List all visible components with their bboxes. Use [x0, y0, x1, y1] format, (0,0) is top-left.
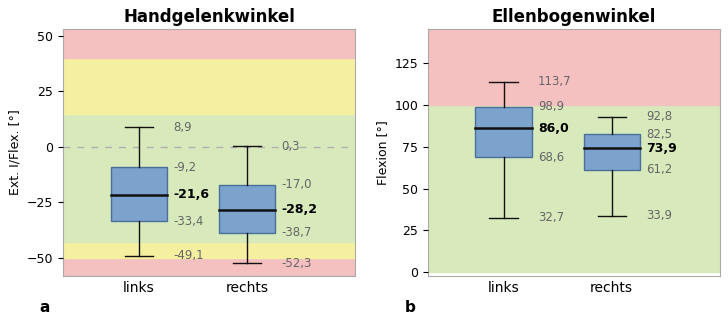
Text: 113,7: 113,7: [538, 75, 571, 88]
Bar: [63, 114, 355, 242]
Bar: [63, 242, 355, 258]
Text: -28,2: -28,2: [282, 203, 317, 216]
Text: 33,9: 33,9: [646, 209, 672, 222]
Text: 68,6: 68,6: [538, 151, 564, 164]
Bar: [63, 58, 355, 114]
Bar: [428, 105, 720, 272]
Bar: [428, 21, 720, 105]
Bar: [111, 168, 167, 221]
Text: 61,2: 61,2: [646, 163, 673, 176]
Y-axis label: Flexion [°]: Flexion [°]: [376, 120, 389, 185]
Text: -17,0: -17,0: [282, 178, 312, 191]
Bar: [584, 134, 640, 170]
Text: -9,2: -9,2: [173, 161, 197, 174]
Text: 32,7: 32,7: [538, 211, 564, 224]
Text: -33,4: -33,4: [173, 214, 204, 227]
Bar: [63, 14, 355, 58]
Title: Handgelenkwinkel: Handgelenkwinkel: [123, 8, 295, 26]
Text: 73,9: 73,9: [646, 142, 677, 155]
Y-axis label: Ext. I/Flex. [°]: Ext. I/Flex. [°]: [8, 110, 21, 195]
Text: -21,6: -21,6: [173, 188, 210, 202]
Bar: [63, 258, 355, 291]
Text: 98,9: 98,9: [538, 100, 564, 113]
Text: 92,8: 92,8: [646, 110, 672, 123]
Text: 8,9: 8,9: [173, 121, 192, 134]
Text: -49,1: -49,1: [173, 249, 204, 262]
Text: b: b: [405, 300, 416, 315]
Text: a: a: [40, 300, 50, 315]
Text: -52,3: -52,3: [282, 257, 312, 270]
Title: Ellenbogenwinkel: Ellenbogenwinkel: [491, 8, 656, 26]
Bar: [218, 185, 275, 233]
Text: 86,0: 86,0: [538, 122, 569, 135]
Text: 0,3: 0,3: [282, 140, 300, 153]
Bar: [475, 107, 531, 157]
Text: 82,5: 82,5: [646, 128, 672, 141]
Text: -38,7: -38,7: [282, 226, 312, 239]
